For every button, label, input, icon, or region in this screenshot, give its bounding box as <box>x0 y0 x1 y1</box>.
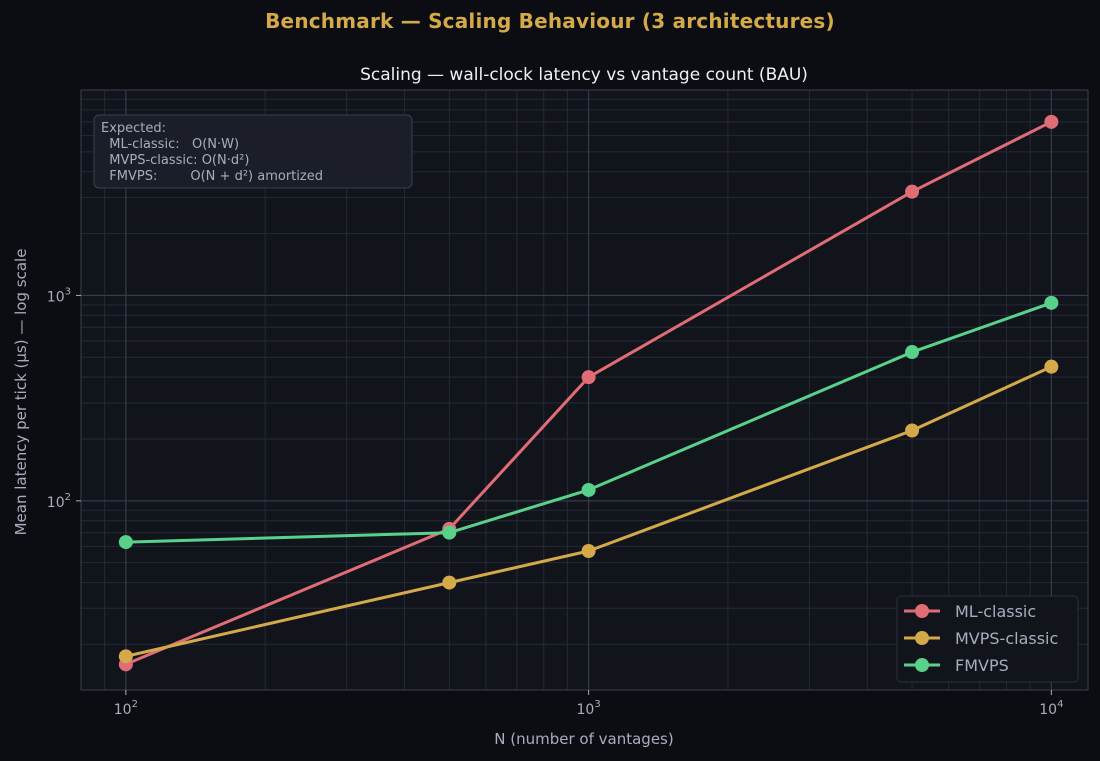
legend-marker-fmvps <box>915 658 929 672</box>
legend-label-mvps-classic: MVPS-classic <box>955 629 1058 648</box>
x-axis-label: N (number of vantages) <box>494 730 673 748</box>
y-tick-label: 103 <box>47 286 71 305</box>
data-point-mvps-classic <box>905 423 920 438</box>
annotation-line: Expected: <box>101 121 166 136</box>
axis-ticks: 102 103 104 102 103 <box>47 286 1064 718</box>
y-axis-label: Mean latency per tick (µs) — log scale <box>12 249 30 536</box>
data-point-fmvps <box>118 535 133 550</box>
annotation-line: MVPS-classic: O(N·d²) <box>101 153 249 168</box>
data-point-ml-classic <box>1044 114 1059 129</box>
legend-marker-mvps-classic <box>915 631 929 645</box>
legend-marker-ml-classic <box>915 604 929 618</box>
data-point-mvps-classic <box>442 575 457 590</box>
legend-box <box>896 595 1079 683</box>
chart-title: Scaling — wall-clock latency vs vantage … <box>360 65 808 85</box>
data-point-mvps-classic <box>581 543 596 558</box>
figure-suptitle: Benchmark — Scaling Behaviour (3 archite… <box>265 9 835 33</box>
x-tick-label: 102 <box>114 699 138 718</box>
legend: ML-classic MVPS-classic FMVPS <box>896 595 1079 683</box>
x-tick-label: 104 <box>1039 699 1063 718</box>
legend-label-fmvps: FMVPS <box>955 656 1009 675</box>
minor-gridlines <box>81 90 1088 690</box>
major-gridlines <box>81 90 1088 690</box>
data-point-fmvps <box>581 482 596 497</box>
data-point-ml-classic <box>581 370 596 385</box>
x-tick-label: 103 <box>577 699 601 718</box>
data-point-fmvps <box>905 345 920 360</box>
data-point-mvps-classic <box>1044 359 1059 374</box>
series-group <box>118 114 1059 672</box>
data-point-fmvps <box>1044 295 1059 310</box>
legend-label-ml-classic: ML-classic <box>955 602 1036 621</box>
data-point-mvps-classic <box>118 649 133 664</box>
expected-annotation-box: Expected: ML-classic: O(N·W) MVPS-classi… <box>93 114 413 189</box>
data-point-fmvps <box>442 525 457 540</box>
data-point-ml-classic <box>905 184 920 199</box>
annotation-line: FMVPS: O(N + d²) amortized <box>101 169 323 184</box>
plot-area <box>81 90 1088 690</box>
annotation-line: ML-classic: O(N·W) <box>101 137 239 152</box>
plot-frame <box>80 89 1089 691</box>
y-tick-label: 102 <box>47 492 71 511</box>
